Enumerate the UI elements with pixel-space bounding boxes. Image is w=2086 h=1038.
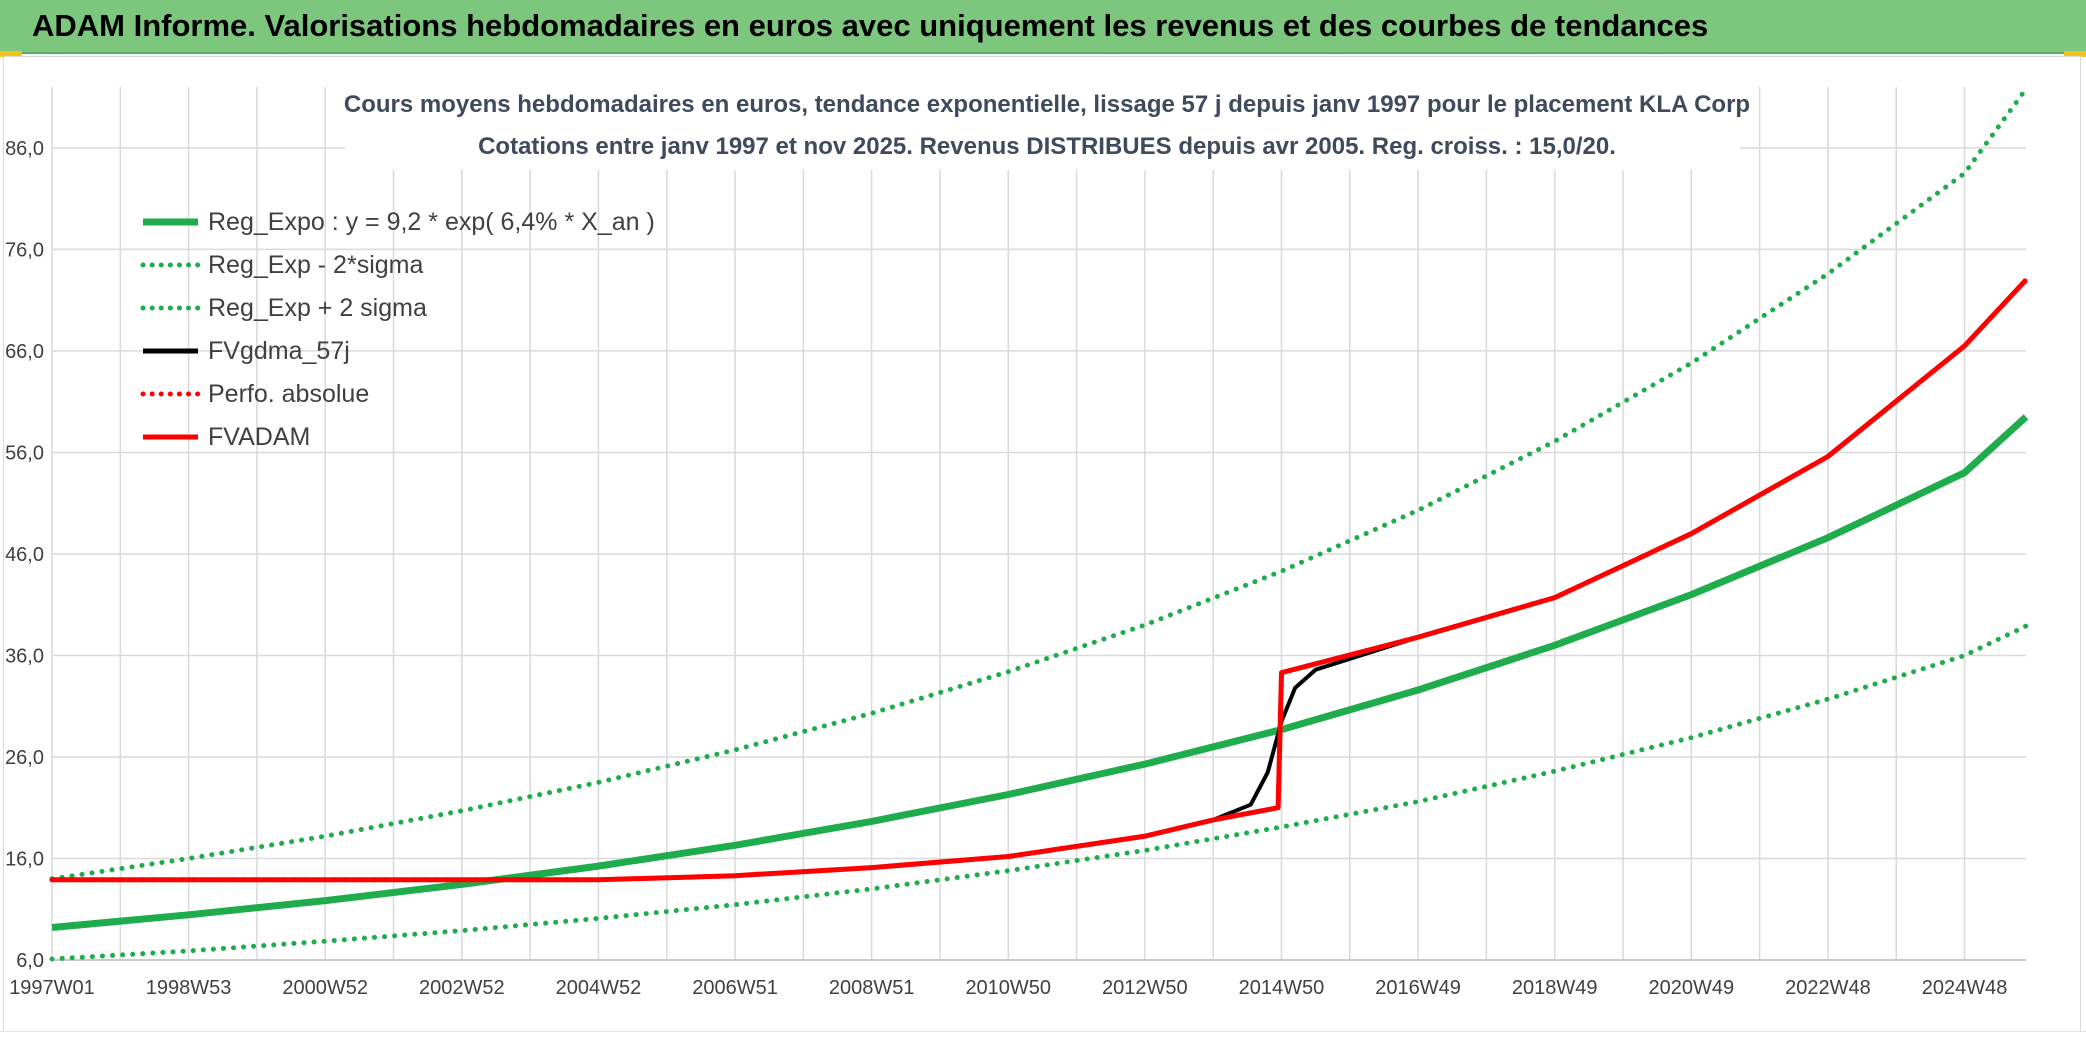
y-tick-label: 46,0	[5, 544, 44, 566]
chart-title-block: Cours moyens hebdomadaires en euros, ten…	[344, 84, 1750, 170]
y-tick-label: 86,0	[5, 138, 44, 160]
y-tick-label: 6,0	[16, 950, 44, 972]
legend-label-4: Perfo. absolue	[208, 380, 369, 408]
x-tick-label: 2014W50	[1239, 977, 1325, 999]
chart-title: Cours moyens hebdomadaires en euros, ten…	[344, 91, 1750, 118]
x-tick-label: 2010W50	[965, 977, 1051, 999]
x-tick-label: 2008W51	[829, 977, 915, 999]
report-title: ADAM Informe. Valorisations hebdomadaire…	[32, 8, 1709, 43]
y-tick-label: 56,0	[5, 442, 44, 464]
series-line-2	[49, 86, 2029, 882]
legend-label-1: Reg_Exp - 2*sigma	[208, 251, 423, 279]
x-tick-label: 2018W49	[1512, 977, 1598, 999]
x-tick-label: 1998W53	[146, 977, 232, 999]
corner-marker-left	[0, 51, 22, 57]
x-tick-label: 2024W48	[1922, 977, 2008, 999]
x-tick-label: 2002W52	[419, 977, 505, 999]
y-tick-label: 76,0	[5, 239, 44, 261]
axis-layer: 6,0 16,0 26,0 36,0 46,0 56,0 66,0 76,0 86,0 1997W…	[5, 138, 2026, 999]
legend-label-3: FVgdma_57j	[208, 337, 350, 365]
y-tick-label: 16,0	[5, 848, 44, 870]
series-line-0	[51, 414, 2029, 931]
y-tick-label: 66,0	[5, 341, 44, 363]
legend-label-0: Reg_Expo : y = 9,2 * exp( 6,4% * X_an )	[208, 208, 655, 236]
title-background	[345, 84, 1740, 170]
legend-label-5: FVADAM	[208, 423, 310, 451]
y-tick-label: 36,0	[5, 645, 44, 667]
corner-marker-right	[2064, 51, 2086, 57]
chart-legend: Reg_Expo : y = 9,2 * exp( 6,4% * X_an ) R…	[140, 208, 655, 451]
legend-label-2: Reg_Exp + 2 sigma	[208, 294, 427, 322]
x-tick-label: 2006W51	[692, 977, 778, 999]
bottom-strip	[0, 1031, 2086, 1038]
x-tick-label: 2012W50	[1102, 977, 1188, 999]
series-line-5	[52, 278, 2028, 883]
chart-subtitle: Cotations entre janv 1997 et nov 2025. R…	[478, 133, 1616, 160]
series-line-1	[49, 623, 2029, 962]
y-tick-label: 26,0	[5, 747, 44, 769]
x-tick-label: 2020W49	[1648, 977, 1734, 999]
x-tick-label: 2016W49	[1375, 977, 1461, 999]
series-layer	[49, 86, 2029, 962]
x-tick-label: 2022W48	[1785, 977, 1871, 999]
x-tick-label: 1997W01	[9, 977, 95, 999]
report-banner: ADAM Informe. Valorisations hebdomadaire…	[0, 0, 2086, 54]
x-tick-label: 2000W52	[282, 977, 368, 999]
x-tick-label: 2004W52	[556, 977, 642, 999]
